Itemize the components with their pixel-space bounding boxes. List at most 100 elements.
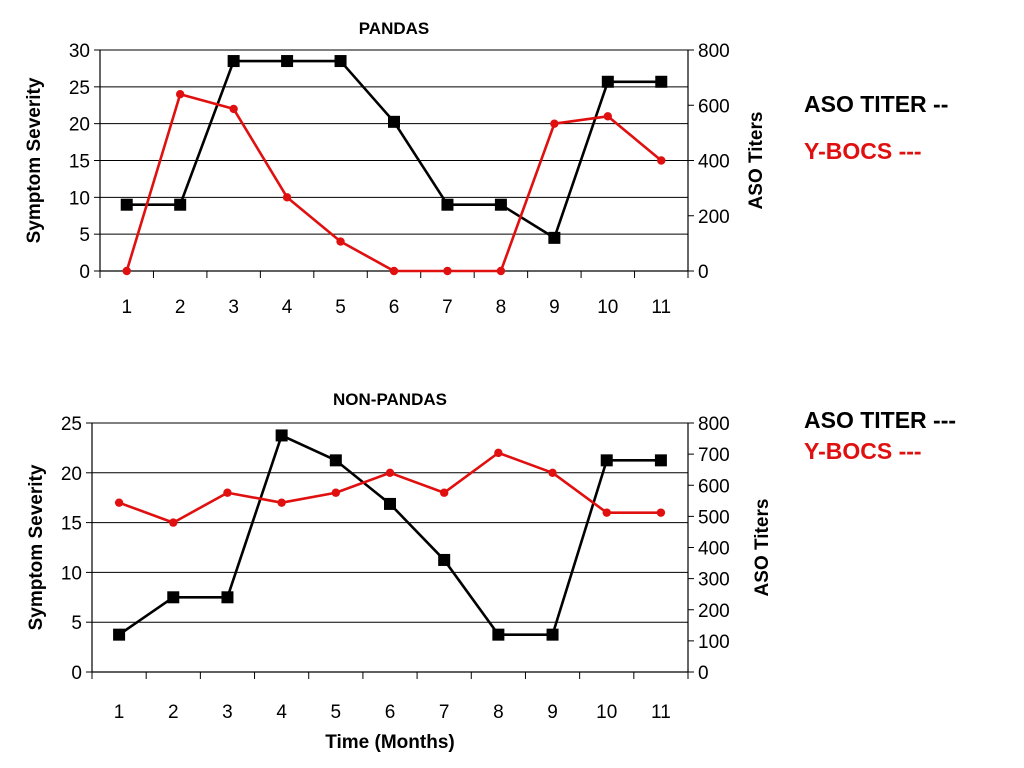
- ybocs-data-point: [114, 498, 124, 507]
- y-right-tick-label: 500: [698, 507, 730, 528]
- aso-data-point: [654, 454, 667, 467]
- x-tick-label: 9: [547, 702, 558, 723]
- x-tick-label: 2: [168, 702, 179, 723]
- y-axis-left-label: Symptom Severity: [24, 77, 45, 243]
- series-line-aso: [126, 59, 662, 240]
- y-right-tick-label: 800: [698, 41, 730, 62]
- aso-data-point: [384, 497, 396, 510]
- ybocs-data-point: [336, 237, 345, 246]
- series-line-aso: [118, 434, 661, 636]
- chart-title: PANDAS: [359, 19, 430, 38]
- y-right-tick-label: 300: [698, 570, 730, 591]
- chart-2: 0 5 10 15 20 25 0 100 200 300 400 500 600 700 800 1 2 3 4 5…: [26, 390, 956, 753]
- aso-data-point: [227, 55, 240, 68]
- ybocs-data-point: [169, 518, 178, 527]
- aso-data-point: [388, 115, 400, 128]
- x-tick-label: 4: [276, 702, 287, 723]
- y-right-tick-label: 200: [698, 601, 730, 622]
- x-tick-label: 8: [496, 297, 507, 318]
- ybocs-data-point: [657, 156, 666, 165]
- x-tick-label: 6: [385, 702, 396, 723]
- ybocs-data-point: [385, 468, 395, 477]
- aso-data-point: [492, 628, 505, 641]
- aso-data-point: [655, 75, 668, 88]
- ybocs-data-point: [548, 468, 557, 477]
- ybocs-data-point: [496, 266, 506, 276]
- aso-data-point: [438, 553, 451, 566]
- y-left-tick-label: 25: [69, 78, 90, 99]
- ybocs-data-point: [602, 508, 611, 517]
- y-left-tick-label: 20: [61, 464, 82, 485]
- ybocs-data-point: [229, 104, 238, 114]
- x-tick-label: 11: [651, 702, 671, 723]
- ybocs-data-point: [494, 448, 503, 458]
- aso-data-point: [113, 628, 126, 641]
- x-tick-label: 5: [335, 297, 346, 318]
- x-tick-label: 1: [121, 297, 132, 318]
- aso-data-point: [329, 454, 342, 467]
- y-right-tick-label: 600: [698, 476, 730, 497]
- y-right-tick-label: 200: [698, 207, 730, 228]
- aso-data-point: [167, 591, 180, 604]
- x-tick-label: 11: [651, 297, 671, 318]
- ybocs-data-point: [277, 498, 286, 507]
- aso-data-point: [275, 429, 288, 442]
- x-tick-label: 2: [175, 297, 186, 318]
- aso-data-point: [120, 198, 133, 211]
- y-right-tick-label: 100: [698, 632, 730, 653]
- y-left-tick-label: 10: [61, 563, 82, 584]
- aso-data-point: [494, 198, 507, 211]
- x-tick-label: 8: [493, 702, 504, 723]
- ybocs-data-point: [122, 266, 131, 276]
- chart-title: NON-PANDAS: [333, 390, 447, 409]
- x-tick-label: 10: [596, 702, 617, 723]
- aso-data-point: [601, 75, 614, 88]
- ybocs-data-point: [175, 90, 185, 99]
- ybocs-data-point: [656, 508, 666, 517]
- y-left-tick-label: 20: [69, 115, 90, 136]
- aso-data-point: [334, 55, 347, 68]
- legend-aso: ASO TITER ---: [804, 407, 956, 433]
- x-axis-label: Time (Months): [325, 732, 454, 753]
- aso-data-point: [546, 628, 559, 641]
- legend-ybocs: Y-BOCS ---: [804, 138, 922, 164]
- aso-data-point: [174, 198, 187, 211]
- aso-data-point: [281, 55, 294, 68]
- y-right-tick-label: 400: [698, 539, 730, 560]
- ybocs-data-point: [550, 119, 559, 128]
- x-tick-label: 9: [549, 297, 560, 318]
- aso-data-point: [441, 198, 454, 211]
- y-left-tick-label: 25: [61, 414, 82, 435]
- y-right-tick-label: 800: [698, 414, 730, 435]
- legend-aso: ASO TITER --: [804, 91, 948, 117]
- y-right-tick-label: 600: [698, 96, 730, 117]
- legend-ybocs: Y-BOCS ---: [804, 438, 922, 464]
- y-left-tick-label: 15: [69, 152, 90, 173]
- ybocs-data-point: [389, 266, 399, 276]
- aso-data-point: [221, 591, 234, 604]
- x-tick-label: 3: [228, 297, 239, 318]
- y-left-tick-label: 15: [61, 514, 82, 535]
- x-tick-label: 4: [282, 297, 293, 318]
- aso-data-point: [548, 231, 561, 244]
- y-left-tick-label: 0: [71, 663, 82, 684]
- aso-data-point: [600, 454, 613, 467]
- y-left-tick-label: 0: [79, 262, 90, 283]
- x-tick-label: 5: [331, 702, 342, 723]
- x-tick-label: 7: [442, 297, 453, 318]
- x-tick-label: 6: [389, 297, 400, 318]
- y-right-tick-label: 0: [698, 262, 709, 283]
- y-right-tick-label: 0: [698, 663, 709, 684]
- x-tick-label: 7: [439, 702, 450, 723]
- chart-1: 0 5 10 15 20 25 30 0 200 400 600 800 1 2 3 4 5 6 7 8 9 10 11 PA…: [24, 19, 948, 318]
- ybocs-data-point: [223, 488, 232, 497]
- y-axis-right-label: ASO Titers: [752, 499, 773, 597]
- y-right-tick-label: 400: [698, 152, 730, 173]
- ybocs-data-point: [331, 488, 341, 497]
- ybocs-data-point: [282, 193, 292, 202]
- y-left-tick-label: 5: [79, 225, 90, 246]
- y-right-tick-label: 700: [698, 445, 730, 466]
- y-left-tick-label: 10: [69, 188, 90, 209]
- y-axis-left-label: Symptom Severity: [26, 464, 47, 630]
